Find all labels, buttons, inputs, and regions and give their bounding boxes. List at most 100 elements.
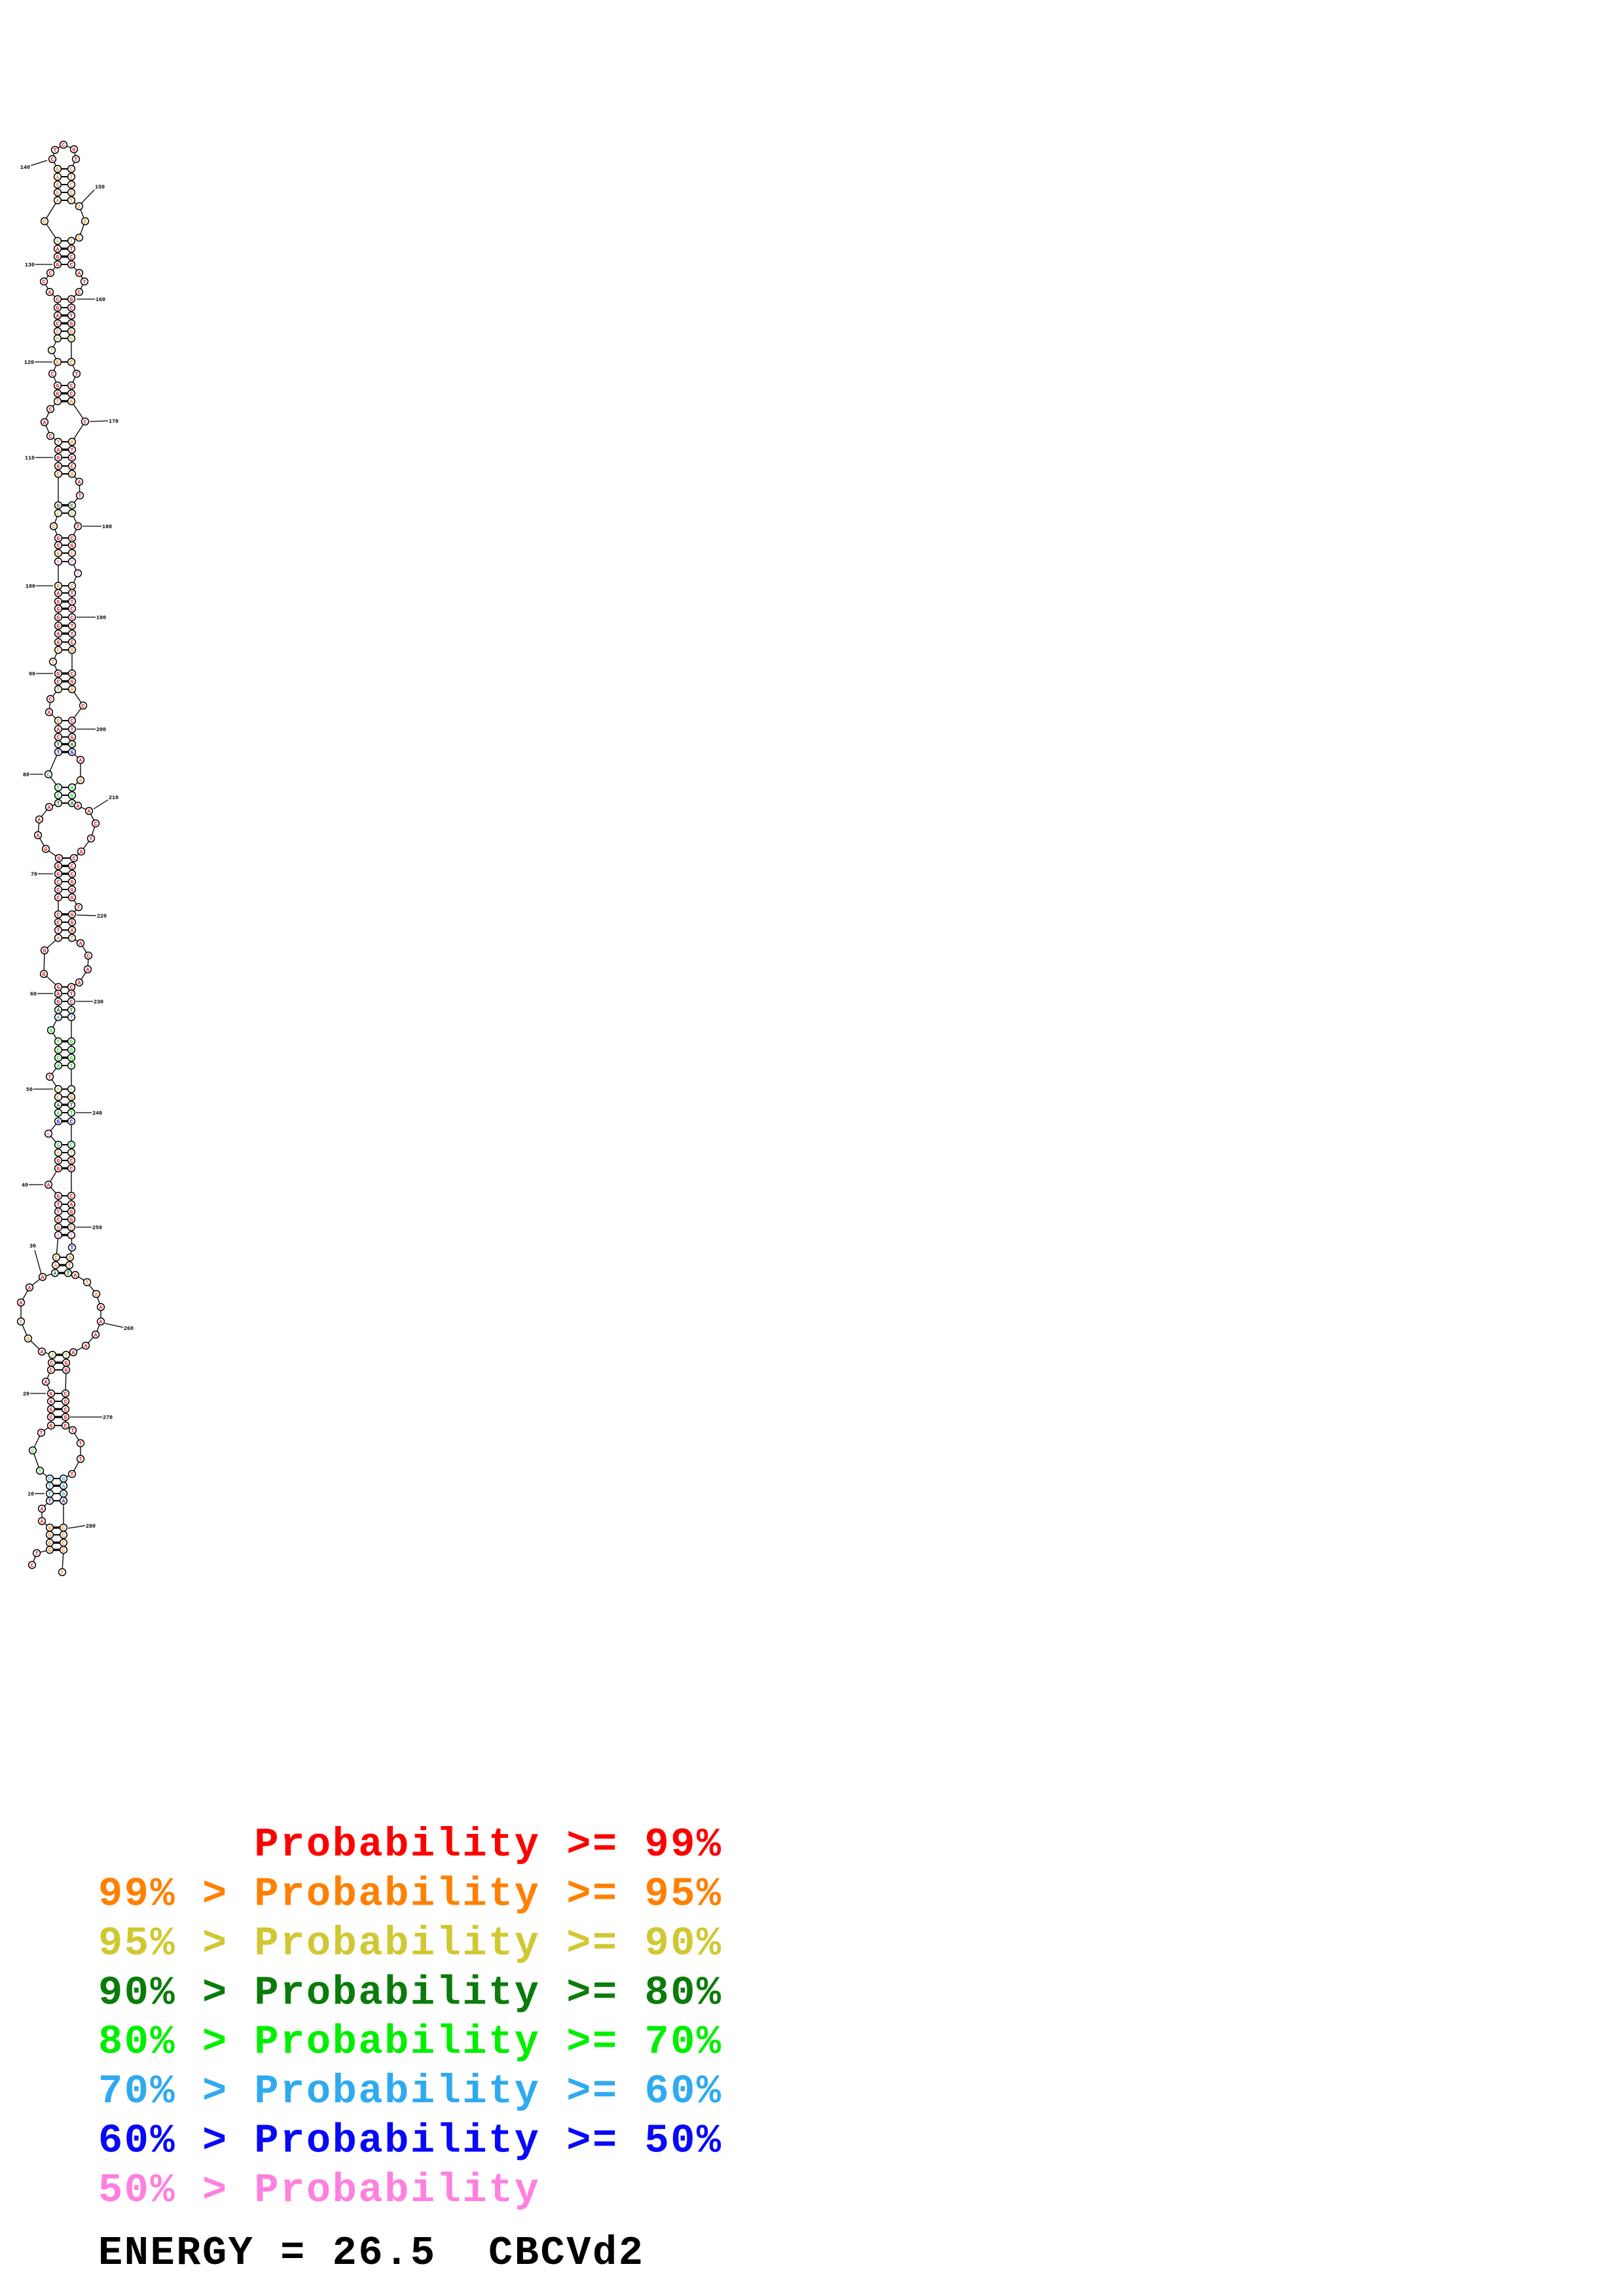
svg-text:A: A bbox=[57, 936, 60, 942]
svg-text:G: G bbox=[56, 384, 60, 389]
svg-text:90% > Probability >= 80%: 90% > Probability >= 80% bbox=[98, 1969, 723, 2016]
svg-text:C: C bbox=[70, 255, 73, 260]
svg-text:T: T bbox=[57, 742, 60, 748]
svg-text:C: C bbox=[71, 551, 74, 557]
svg-text:A: A bbox=[78, 980, 81, 986]
svg-text:A: A bbox=[57, 1015, 60, 1021]
svg-text:G: G bbox=[65, 1361, 68, 1367]
svg-text:G: G bbox=[71, 750, 74, 756]
svg-text:C: C bbox=[70, 1119, 73, 1125]
svg-text:C: C bbox=[78, 236, 81, 242]
svg-text:G: G bbox=[71, 888, 74, 893]
svg-text:A: A bbox=[56, 247, 60, 253]
svg-text:G: G bbox=[71, 543, 74, 549]
svg-text:G: G bbox=[57, 864, 60, 870]
svg-text:G: G bbox=[71, 472, 74, 478]
svg-text:G: G bbox=[69, 1255, 72, 1261]
svg-text:A: A bbox=[48, 290, 52, 296]
svg-text:A: A bbox=[100, 1305, 103, 1311]
svg-text:A: A bbox=[78, 480, 81, 486]
svg-text:C: C bbox=[57, 888, 60, 893]
svg-text:G: G bbox=[57, 1158, 60, 1164]
svg-text:90: 90 bbox=[29, 671, 35, 677]
svg-text:A: A bbox=[41, 1275, 45, 1281]
svg-text:C: C bbox=[55, 1255, 58, 1261]
svg-text:T: T bbox=[57, 1039, 60, 1045]
svg-text:T: T bbox=[71, 936, 74, 942]
svg-text:A: A bbox=[56, 239, 60, 245]
svg-text:A: A bbox=[41, 1507, 44, 1513]
svg-text:C: C bbox=[51, 157, 54, 163]
svg-text:G: G bbox=[56, 306, 60, 312]
svg-text:T: T bbox=[70, 175, 73, 181]
svg-text:270: 270 bbox=[103, 1414, 113, 1421]
svg-text:T: T bbox=[71, 448, 74, 454]
svg-text:A: A bbox=[27, 1336, 30, 1342]
svg-text:T: T bbox=[78, 204, 81, 210]
svg-text:G: G bbox=[50, 1424, 53, 1429]
svg-text:10: 10 bbox=[27, 1491, 34, 1498]
svg-text:G: G bbox=[45, 847, 48, 853]
svg-text:G: G bbox=[73, 147, 76, 153]
svg-text:C: C bbox=[70, 384, 73, 389]
svg-text:C: C bbox=[49, 407, 52, 413]
svg-text:T: T bbox=[65, 1353, 68, 1359]
svg-text:G: G bbox=[48, 1548, 52, 1554]
svg-text:T: T bbox=[70, 1151, 73, 1157]
svg-text:T: T bbox=[71, 600, 74, 605]
svg-text:A: A bbox=[38, 817, 41, 823]
svg-text:C: C bbox=[56, 329, 60, 335]
svg-text:G: G bbox=[48, 1533, 52, 1539]
svg-text:C: C bbox=[84, 420, 87, 425]
svg-text:A: A bbox=[47, 1183, 50, 1189]
svg-text:G: G bbox=[70, 336, 73, 342]
svg-text:A: A bbox=[78, 271, 81, 277]
svg-text:170: 170 bbox=[109, 418, 119, 425]
svg-text:A: A bbox=[57, 727, 60, 733]
svg-text:G: G bbox=[57, 1143, 60, 1149]
svg-text:G: G bbox=[56, 255, 60, 260]
svg-text:T: T bbox=[75, 372, 79, 378]
svg-text:T: T bbox=[57, 1210, 60, 1215]
svg-text:50% > Probability: 50% > Probability bbox=[98, 2167, 541, 2214]
svg-text:C: C bbox=[71, 464, 74, 470]
svg-text:160: 160 bbox=[96, 296, 105, 303]
svg-text:C: C bbox=[56, 321, 60, 327]
svg-text:A: A bbox=[79, 758, 82, 764]
svg-text:G: G bbox=[57, 719, 60, 725]
svg-text:C: C bbox=[64, 1399, 67, 1405]
svg-text:C: C bbox=[48, 1477, 52, 1482]
svg-text:C: C bbox=[57, 912, 60, 918]
svg-text:ENERGY = 26.5 CBCVd2: ENERGY = 26.5 CBCVd2 bbox=[98, 2230, 644, 2276]
svg-text:T: T bbox=[90, 836, 93, 842]
svg-text:A: A bbox=[95, 1292, 98, 1298]
svg-text:T: T bbox=[70, 247, 73, 253]
svg-text:A: A bbox=[48, 805, 51, 811]
svg-text:C: C bbox=[70, 306, 73, 312]
svg-text:C: C bbox=[31, 1563, 34, 1569]
svg-text:A: A bbox=[45, 1380, 48, 1386]
svg-text:T: T bbox=[52, 660, 55, 666]
svg-text:A: A bbox=[74, 1273, 77, 1279]
svg-text:A: A bbox=[57, 1064, 60, 1069]
svg-text:T: T bbox=[71, 1246, 74, 1251]
svg-text:T: T bbox=[50, 348, 54, 354]
svg-text:T: T bbox=[70, 1015, 73, 1021]
svg-text:C: C bbox=[50, 1415, 53, 1421]
svg-text:T: T bbox=[70, 992, 73, 997]
svg-text:260: 260 bbox=[124, 1325, 134, 1332]
svg-text:C: C bbox=[49, 271, 52, 277]
svg-text:T: T bbox=[48, 1499, 52, 1505]
svg-text:A: A bbox=[56, 314, 60, 319]
svg-text:C: C bbox=[71, 584, 74, 590]
svg-text:40: 40 bbox=[22, 1182, 28, 1189]
svg-text:T: T bbox=[57, 785, 60, 791]
svg-text:T: T bbox=[70, 1111, 73, 1117]
svg-text:C: C bbox=[57, 1056, 60, 1062]
svg-text:T: T bbox=[57, 440, 60, 446]
svg-text:220: 220 bbox=[97, 913, 107, 920]
svg-text:G: G bbox=[70, 1210, 73, 1215]
svg-text:A: A bbox=[70, 399, 73, 405]
svg-text:T: T bbox=[56, 399, 60, 405]
svg-text:A: A bbox=[54, 1263, 58, 1269]
